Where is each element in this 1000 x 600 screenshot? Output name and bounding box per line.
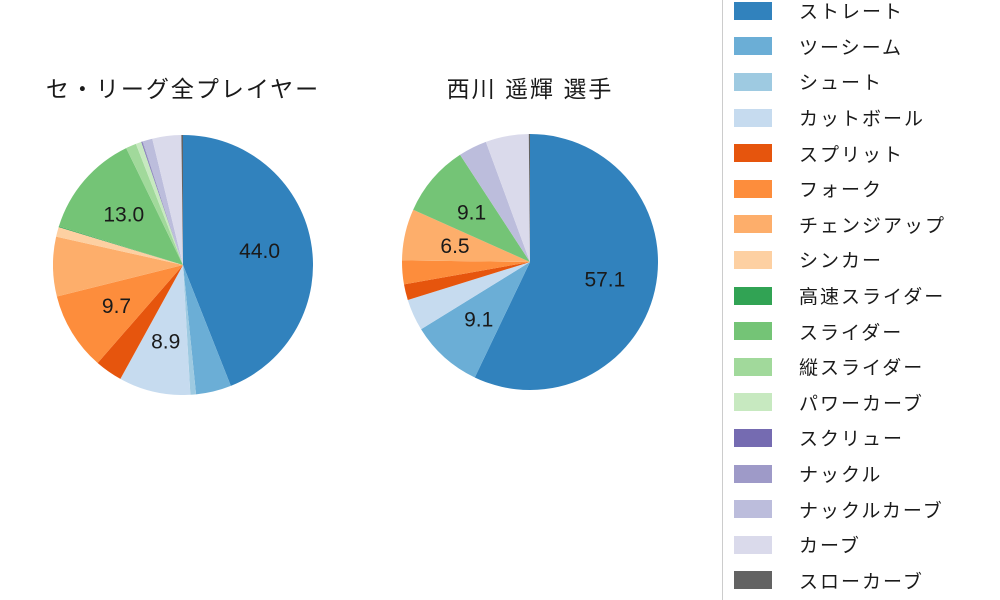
legend-swatch: [734, 322, 772, 341]
legend-swatch: [734, 571, 772, 590]
pie-slice: [142, 141, 183, 265]
pie-slice: [58, 148, 184, 265]
legend-label: チェンジアップ: [799, 215, 947, 237]
legend-label: フォーク: [799, 180, 884, 202]
legend-item: フォーク: [723, 171, 1000, 207]
legend-item: 縦スライダー: [723, 349, 1000, 385]
pie-slice: [528, 134, 530, 262]
pie-slice: [141, 141, 183, 265]
legend-item: スクリュー: [723, 420, 1000, 456]
pie-slice: [56, 227, 183, 265]
pie-slice: [152, 135, 183, 265]
legend-swatch: [734, 1, 772, 20]
legend-item: カーブ: [723, 527, 1000, 563]
pie-percentage-label: 9.7: [102, 295, 131, 318]
legend: ストレートツーシームシュートカットボール スプリットフォークチェンジアップ シンカー…: [722, 0, 1000, 600]
legend-label: ナックル: [799, 465, 883, 487]
legend-swatch: [734, 357, 772, 376]
legend-item: シンカー: [723, 242, 1000, 278]
legend-item: 高速スライダー: [723, 278, 1000, 314]
legend-item: カットボール: [723, 100, 1000, 136]
pie-slice: [135, 141, 183, 265]
legend-label: カーブ: [799, 536, 861, 558]
pie-percentage-label: 9.1: [457, 201, 486, 224]
legend-item: ツーシーム: [723, 29, 1000, 65]
pie-slice: [183, 135, 313, 386]
pie-percentage-label: 44.0: [239, 240, 280, 263]
legend-item: スプリット: [723, 135, 1000, 171]
legend-item: スライダー: [723, 313, 1000, 349]
legend-swatch: [734, 144, 772, 163]
legend-swatch: [734, 464, 772, 483]
pie-percentage-label: 9.1: [464, 308, 493, 331]
pie-slice: [407, 262, 530, 330]
legend-swatch: [734, 250, 772, 269]
legend-label: スローカーブ: [799, 571, 924, 593]
legend-swatch: [734, 215, 772, 234]
pie-slice: [485, 134, 530, 262]
legend-label: シンカー: [799, 251, 884, 273]
pie-slice: [181, 135, 183, 265]
legend-label: カットボール: [799, 109, 926, 131]
legend-item: ナックルカーブ: [723, 491, 1000, 527]
legend-label: パワーカーブ: [799, 393, 924, 415]
legend-swatch: [734, 286, 772, 305]
pie-slice: [142, 138, 183, 265]
pie-chart-league: 44.0 8.9 9.7 13.0: [53, 135, 313, 395]
legend-swatch: [734, 179, 772, 198]
legend-label: ナックルカーブ: [799, 500, 944, 522]
legend-item: ストレート: [723, 0, 1000, 29]
pie-slice: [402, 209, 530, 262]
pie-slice: [53, 236, 183, 297]
pie-slice: [402, 260, 530, 285]
pie-slice: [460, 141, 530, 262]
legend-item: スローカーブ: [723, 563, 1000, 599]
pie-percentage-label: 57.1: [584, 268, 625, 291]
legend-label: シュート: [799, 73, 884, 95]
pie-slice: [403, 262, 530, 301]
pie-title-player: 西川 遥輝 選手: [446, 76, 614, 102]
pie-slice: [126, 143, 183, 265]
legend-label: ストレート: [799, 2, 905, 24]
pie-percentage-label: 8.9: [151, 330, 180, 353]
pie-slice: [56, 265, 183, 364]
legend-item: パワーカーブ: [723, 385, 1000, 421]
legend-swatch: [734, 72, 772, 91]
pie-percentage-label: 13.0: [103, 204, 144, 227]
pie-percentage-label: 6.5: [440, 235, 469, 258]
pie-slice: [474, 134, 658, 390]
pie-slice: [421, 262, 530, 378]
pie-slice: [183, 265, 231, 395]
pie-slice: [120, 265, 191, 395]
legend-label: スクリュー: [799, 429, 905, 451]
pie-slice: [58, 226, 183, 265]
pie-chart-player: 57.1 9.1 6.5 9.1: [402, 134, 658, 390]
legend-items: ストレートツーシームシュートカットボール スプリットフォークチェンジアップ シンカー…: [723, 0, 1000, 598]
legend-swatch: [734, 535, 772, 554]
legend-swatch: [734, 108, 772, 127]
legend-swatch: [734, 37, 772, 56]
pie-slice: [97, 265, 183, 379]
legend-swatch: [734, 393, 772, 412]
legend-item: チェンジアップ: [723, 207, 1000, 243]
legend-swatch: [734, 428, 772, 447]
legend-label: 縦スライダー: [799, 358, 925, 380]
legend-label: 高速スライダー: [799, 287, 946, 309]
legend-item: ナックル: [723, 456, 1000, 492]
legend-label: スプリット: [799, 144, 905, 166]
legend-label: ツーシーム: [799, 37, 904, 59]
legend-swatch: [734, 500, 772, 519]
legend-label: スライダー: [799, 322, 904, 344]
pie-slice: [413, 154, 530, 262]
legend-item: シュート: [723, 64, 1000, 100]
pie-title-league: セ・リーグ全プレイヤー: [45, 76, 321, 102]
pie-slice: [183, 265, 197, 395]
